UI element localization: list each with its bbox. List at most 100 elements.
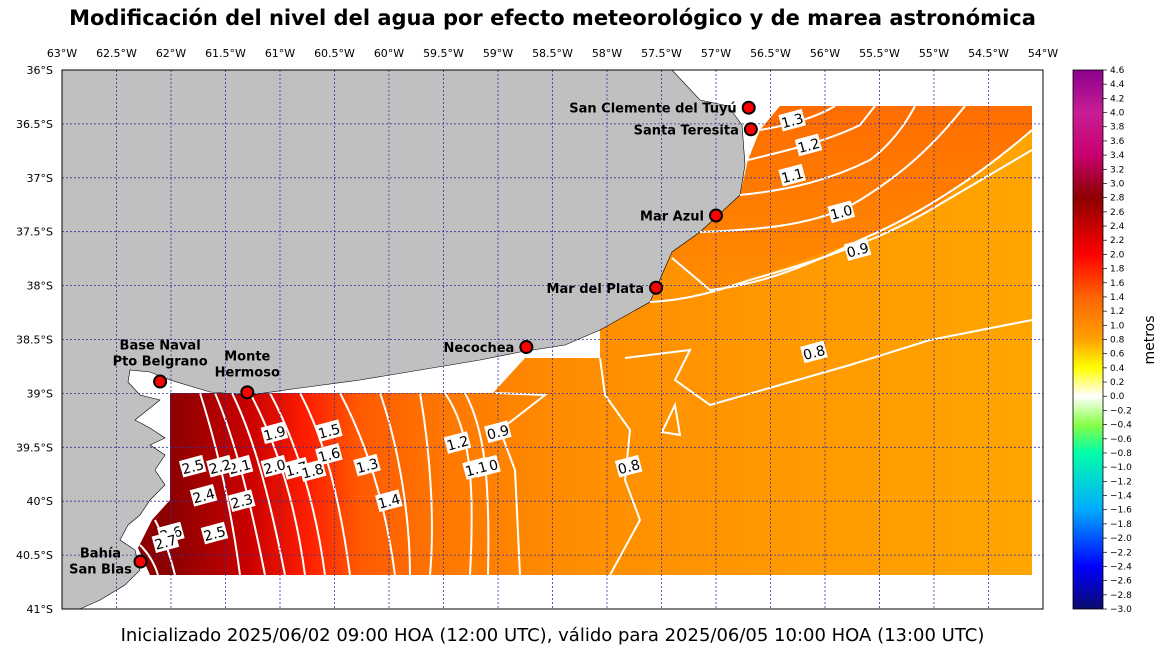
station-name: Mar Azul xyxy=(640,210,704,225)
svg-text:1.9: 1.9 xyxy=(262,424,288,445)
colorbar-tick-label: 3.0 xyxy=(1110,179,1125,189)
colorbar-tick-label: 4.0 xyxy=(1110,109,1125,119)
station-name: Pto Belgrano xyxy=(113,355,208,370)
colorbar-tick-label: 1.8 xyxy=(1110,265,1125,275)
lon-label: 58°W xyxy=(592,47,622,60)
colorbar-tick-label: 2.6 xyxy=(1110,208,1125,218)
station-marker xyxy=(709,208,723,223)
colorbar-tick-label: 4.6 xyxy=(1110,66,1125,76)
svg-text:2.3: 2.3 xyxy=(229,492,255,513)
plot-frame xyxy=(61,69,1044,610)
colorbar-tick-label: −1.0 xyxy=(1110,463,1132,473)
lon-label: 62°W xyxy=(156,47,186,60)
colorbar-label: metros xyxy=(1142,315,1158,364)
colorbar-tick-label: 0.8 xyxy=(1110,336,1125,346)
lat-label: 40.5°S xyxy=(16,549,53,562)
station-name: Santa Teresita xyxy=(634,123,739,138)
colorbar-tick-label: 2.0 xyxy=(1110,250,1125,260)
lat-label: 39.5°S xyxy=(16,441,53,454)
station-name: San Blas xyxy=(69,563,132,578)
lon-label: 54°W xyxy=(1028,47,1058,60)
colorbar-tick-label: 2.8 xyxy=(1110,194,1125,204)
lon-label: 54.5°W xyxy=(968,47,1009,60)
colorbar-tick-label: −2.6 xyxy=(1110,577,1132,587)
colorbar-tick-label: 1.0 xyxy=(1110,321,1125,331)
lon-label: 56°W xyxy=(810,47,840,60)
colorbar-tick-label: 2.2 xyxy=(1110,236,1124,246)
station-markers: San Clemente del Tuyú Santa Teresita Mar A… xyxy=(69,100,758,578)
contour-label: 0.8 xyxy=(800,340,828,364)
lon-label: 57°W xyxy=(701,47,731,60)
colorbar-tick-label: −2.8 xyxy=(1110,591,1132,601)
contour-label: 2.0 xyxy=(260,454,289,478)
lat-label: 40°S xyxy=(27,495,53,508)
svg-text:0.8: 0.8 xyxy=(802,343,828,364)
colorbar-tick-label: 0.4 xyxy=(1110,364,1125,374)
station-name: Base Naval xyxy=(120,339,201,354)
colorbar-tick-label: 2.4 xyxy=(1110,222,1125,232)
run-info-footer: Inicializado 2025/06/02 09:00 HOA (12:00… xyxy=(120,625,985,646)
svg-text:0.9: 0.9 xyxy=(845,240,871,261)
colorbar-tick-label: −2.4 xyxy=(1110,562,1132,572)
latitude-labels: 36°S 36.5°S 37°S 37.5°S 38°S 38.5°S 39°S 39.5°S… xyxy=(16,64,53,616)
contour-label: 2.2 xyxy=(206,454,234,478)
svg-text:2.4: 2.4 xyxy=(191,486,217,507)
station-name: Monte xyxy=(224,349,270,364)
lat-label: 36.5°S xyxy=(16,118,53,131)
station-marker xyxy=(743,122,758,137)
lon-label: 55°W xyxy=(919,47,949,60)
svg-text:2.5: 2.5 xyxy=(202,524,228,545)
colorbar-tick-label: −0.2 xyxy=(1110,406,1132,416)
station-marker xyxy=(741,100,756,115)
svg-text:1.1: 1.1 xyxy=(780,166,806,187)
svg-text:2.7: 2.7 xyxy=(153,533,179,554)
surge-field-north xyxy=(672,106,1032,290)
colorbar-tick-label: −0.6 xyxy=(1110,435,1132,445)
svg-text:1.0: 1.0 xyxy=(829,203,855,224)
contour-label: 1.8 xyxy=(298,459,327,483)
station-name: Hermoso xyxy=(215,365,280,380)
lon-label: 59.5°W xyxy=(423,47,464,60)
svg-text:1.2: 1.2 xyxy=(445,433,471,454)
longitude-labels: 63°W 62.5°W 62°W 61.5°W 61°W 60.5°W 60°W 59.5°W… xyxy=(47,47,1058,60)
contour-label: 1.2 xyxy=(794,133,823,157)
colorbar-tick-label: 4.4 xyxy=(1110,80,1125,90)
svg-text:2.1: 2.1 xyxy=(227,457,253,478)
lon-label: 62.5°W xyxy=(96,47,137,60)
contour-label: 2.3 xyxy=(227,489,256,513)
lon-label: 61°W xyxy=(265,47,295,60)
station-marker xyxy=(153,374,168,389)
svg-text:1.8: 1.8 xyxy=(300,461,326,482)
contour-label: 0.8 xyxy=(614,454,643,478)
contour-label: 2.1 xyxy=(225,454,254,478)
lon-label: 63°W xyxy=(47,47,77,60)
colorbar-tick-label: −2.0 xyxy=(1110,534,1132,544)
colorbar-tick-label: 1.2 xyxy=(1110,307,1124,317)
contour-label: 1.1 xyxy=(462,457,490,480)
station-name: Mar del Plata xyxy=(547,282,645,297)
colorbar-tick-label: 3.8 xyxy=(1110,123,1125,133)
lat-label: 37.5°S xyxy=(16,226,53,239)
lon-label: 60.5°W xyxy=(314,47,355,60)
contour-label: 1.3 xyxy=(778,108,806,132)
colorbar-tick-label: −3.0 xyxy=(1110,605,1132,615)
colorbar-tick-label: −0.8 xyxy=(1110,449,1132,459)
chart-title: Modificación del nivel del agua por efec… xyxy=(69,6,1036,30)
lon-label: 57.5°W xyxy=(641,47,682,60)
colorbar-tick-label: −2.2 xyxy=(1110,548,1132,558)
station-marker xyxy=(133,554,148,569)
svg-text:1.1: 1.1 xyxy=(464,459,490,480)
svg-text:2.2: 2.2 xyxy=(207,457,233,478)
contour-label: 1.0 xyxy=(827,200,856,224)
lat-label: 38.5°S xyxy=(16,334,53,347)
colorbar-tick-label: 3.2 xyxy=(1110,165,1124,175)
station-name: San Clemente del Tuyú xyxy=(569,102,736,117)
lon-label: 55.5°W xyxy=(859,47,900,60)
contour-label: 1.5 xyxy=(315,419,343,443)
svg-text:1.4: 1.4 xyxy=(376,492,402,513)
colorbar xyxy=(1072,69,1104,610)
lat-label: 36°S xyxy=(27,64,53,77)
colorbar-tick-label: 0.2 xyxy=(1110,378,1124,388)
lat-label: 37°S xyxy=(27,172,53,185)
